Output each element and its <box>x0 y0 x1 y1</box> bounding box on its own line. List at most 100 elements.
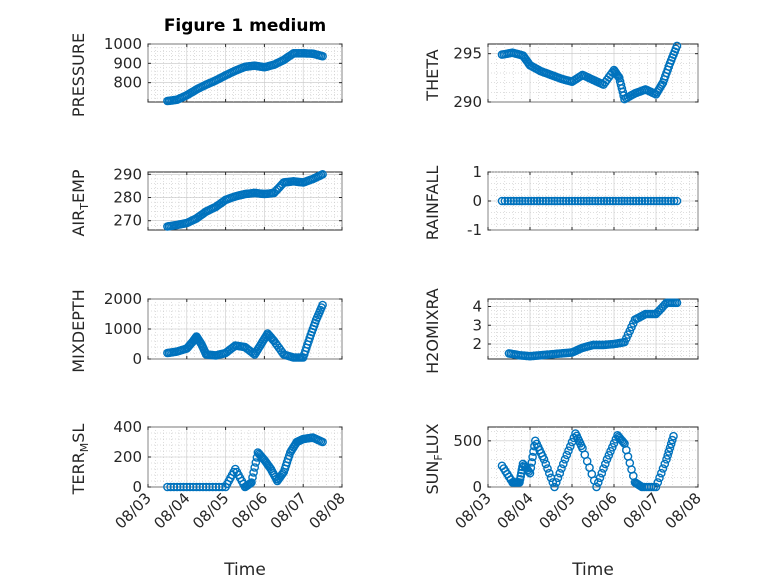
data-point <box>515 196 524 206</box>
data-point <box>503 196 513 206</box>
y-tick-label: 2 <box>472 335 482 353</box>
data-point <box>553 196 562 206</box>
data-point <box>672 298 682 308</box>
data-point <box>169 482 179 492</box>
data-point <box>318 300 327 310</box>
data-point <box>668 435 677 445</box>
data-point <box>652 196 661 206</box>
data-point <box>515 478 524 487</box>
x-tick-label: 08/06 <box>578 489 621 532</box>
data-point <box>556 196 565 206</box>
data-point <box>655 473 664 483</box>
data-point <box>592 482 601 492</box>
data-point <box>666 439 676 449</box>
data-point <box>634 196 644 206</box>
data-point <box>651 482 661 492</box>
data-point <box>608 442 617 452</box>
y-tick-label: 1000 <box>104 320 142 338</box>
data-point <box>657 468 666 478</box>
data-point <box>557 464 566 473</box>
data-point <box>318 437 327 447</box>
y-tick-label: 3 <box>472 316 482 334</box>
data-point <box>179 482 188 492</box>
y-tick-label: 800 <box>113 74 142 92</box>
y-tick-label: 280 <box>113 189 142 207</box>
data-point <box>665 443 675 453</box>
data-point <box>661 196 670 206</box>
x-tick-label: 08/06 <box>228 489 271 532</box>
data-point <box>653 478 663 487</box>
y-axis-label: AIRTEMP <box>69 169 91 236</box>
data-point <box>539 454 549 464</box>
data-point <box>579 196 589 206</box>
data-point <box>585 196 594 206</box>
y-tick-label: 1 <box>472 163 482 181</box>
data-series <box>497 429 678 492</box>
data-point <box>657 80 667 89</box>
data-point <box>663 451 673 460</box>
data-point <box>649 196 659 206</box>
data-point <box>658 196 667 206</box>
data-series <box>163 169 327 231</box>
data-point <box>538 196 548 206</box>
data-point <box>529 447 538 456</box>
data-point <box>535 196 545 206</box>
data-point <box>559 459 568 469</box>
x-tick-label: 08/05 <box>189 489 232 532</box>
x-tick-label: 08/05 <box>536 489 579 532</box>
data-point <box>594 478 603 487</box>
data-point <box>560 454 570 464</box>
data-point <box>614 196 624 206</box>
data-point <box>602 196 612 206</box>
data-point <box>525 468 535 478</box>
subplot-air-temp: 270 280 290 AIRTEMP <box>69 165 343 237</box>
data-point <box>582 196 591 206</box>
y-tick-label: 270 <box>113 212 142 230</box>
y-axis-label: THETA <box>423 49 442 101</box>
data-point <box>601 459 610 469</box>
data-point <box>188 482 198 492</box>
data-series <box>163 49 327 106</box>
subplot-theta: 290 295 THETA <box>423 41 699 111</box>
data-point <box>672 41 682 51</box>
subplot-rainfall: -1 0 1 RAINFALL <box>423 163 699 241</box>
data-point <box>576 196 586 206</box>
data-point <box>620 196 629 206</box>
data-point <box>658 464 668 473</box>
y-axis-label: H2OMIXRA <box>423 288 442 374</box>
data-point <box>604 450 614 460</box>
data-point <box>318 169 327 179</box>
data-point <box>555 468 565 478</box>
data-point <box>500 196 510 206</box>
data-point <box>526 463 536 473</box>
data-point <box>529 196 539 206</box>
data-series <box>504 298 682 361</box>
data-point <box>562 450 572 460</box>
data-point <box>664 196 673 206</box>
data-point <box>548 478 558 487</box>
data-point <box>672 196 682 206</box>
x-tick-label: 08/08 <box>306 489 349 532</box>
data-point <box>594 196 603 206</box>
y-tick-label: 290 <box>113 165 142 183</box>
y-tick-label: 2000 <box>104 290 142 308</box>
data-point <box>619 91 628 100</box>
data-point <box>660 459 670 469</box>
y-tick-label: 0 <box>132 350 142 368</box>
y-tick-label: 4 <box>472 298 482 316</box>
data-point <box>564 446 573 456</box>
data-point <box>629 196 638 206</box>
data-point <box>614 72 623 81</box>
data-point <box>318 51 327 61</box>
data-point <box>599 196 609 206</box>
y-tick-label: -1 <box>467 221 482 239</box>
data-point <box>611 196 621 206</box>
data-point <box>623 196 632 206</box>
data-point <box>251 458 261 467</box>
subplot-sun-flux: 050008/0308/0408/0508/0608/0708/08TimeSU… <box>423 423 705 580</box>
data-point <box>545 468 554 478</box>
y-axis-label: RAINFALL <box>423 166 442 241</box>
data-point <box>617 196 626 206</box>
x-tick-label: 08/04 <box>150 489 193 532</box>
data-point <box>512 196 521 206</box>
